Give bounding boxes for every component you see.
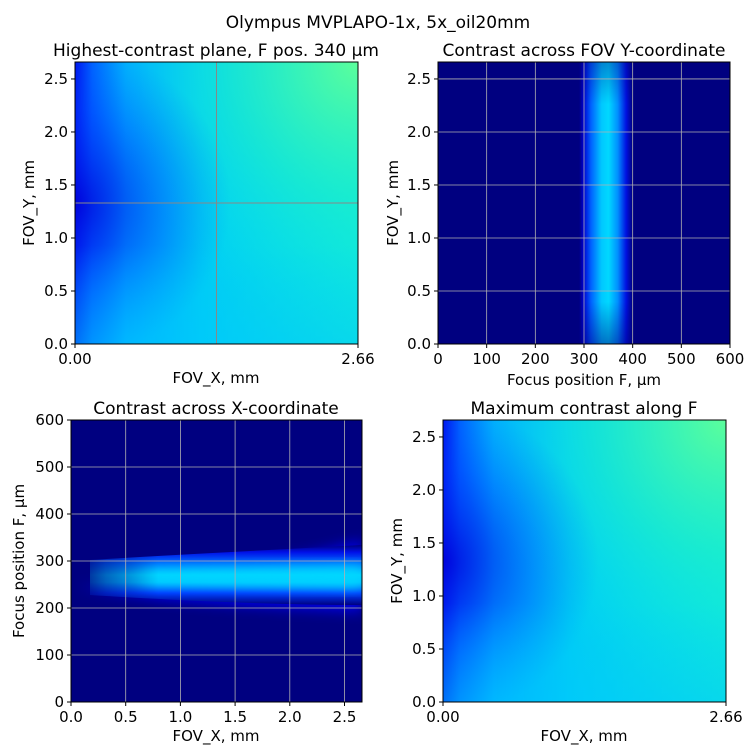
y-tick-label: 1.0 — [412, 587, 436, 605]
x-tick-label: 1.5 — [223, 708, 247, 726]
panel-title: Contrast across FOV Y-coordinate — [442, 41, 725, 61]
x-tick-label: 1.0 — [168, 708, 192, 726]
x-tick-label: 2.66 — [341, 350, 374, 368]
y-tick-label: 300 — [35, 552, 64, 570]
y-tick-label: 0.0 — [412, 693, 436, 711]
x-axis-label: FOV_X, mm — [173, 369, 260, 388]
y-ticks: 0.0 0.5 1.0 1.5 2.0 2.5 — [407, 70, 438, 353]
y-ticks: 0.0 0.5 1.0 1.5 2.0 2.5 — [44, 70, 75, 353]
y-axis-label: FOV_Y, mm — [20, 160, 39, 246]
y-tick-label: 0.0 — [407, 335, 431, 353]
panel-contrast-vs-x: Contrast across X-coordinate 0.0 0.5 1.0 1.… — [10, 399, 363, 746]
x-tick-label: 500 — [667, 350, 696, 368]
y-tick-label: 0.5 — [407, 282, 431, 300]
grid — [438, 62, 730, 344]
y-tick-label: 0.0 — [44, 335, 68, 353]
y-tick-label: 1.0 — [407, 229, 431, 247]
x-tick-label: 0.00 — [426, 708, 459, 726]
x-tick-label: 400 — [618, 350, 647, 368]
x-tick-label: 2.66 — [709, 708, 742, 726]
y-tick-label: 2.5 — [407, 70, 431, 88]
y-axis-label: FOV_Y, mm — [384, 160, 403, 246]
x-axis-label: Focus position F, µm — [507, 371, 661, 389]
y-tick-label: 1.5 — [44, 176, 68, 194]
x-ticks: 0.00 2.66 — [426, 702, 743, 726]
panel-contrast-vs-y: Contrast across FOV Y-coordinate 0 100 200… — [384, 41, 744, 389]
y-tick-label: 2.0 — [412, 481, 436, 499]
x-tick-label: 0.00 — [58, 350, 91, 368]
panel-title: Highest-contrast plane, F pos. 340 µm — [53, 41, 379, 61]
heatmap-image — [443, 420, 726, 702]
y-tick-label: 100 — [35, 646, 64, 664]
x-ticks: 0 100 200 300 400 500 600 — [433, 344, 744, 368]
x-tick-label: 2.5 — [333, 708, 357, 726]
x-tick-label: 300 — [570, 350, 599, 368]
grid — [71, 420, 362, 702]
x-tick-label: 600 — [716, 350, 745, 368]
y-tick-label: 0.5 — [44, 282, 68, 300]
y-tick-label: 1.5 — [412, 534, 436, 552]
figure-suptitle: Olympus MVPLAPO-1x, 5x_oil20mm — [226, 13, 531, 33]
y-tick-label: 400 — [35, 505, 64, 523]
x-ticks: 0.0 0.5 1.0 1.5 2.0 2.5 — [59, 702, 356, 726]
y-tick-label: 2.0 — [44, 123, 68, 141]
panel-max-contrast: Maximum contrast along F 0.00 2.66 0.00.… — [388, 399, 743, 746]
x-tick-label: 2.0 — [278, 708, 302, 726]
y-tick-label: 500 — [35, 458, 64, 476]
y-tick-label: 200 — [35, 599, 64, 617]
axes-frame — [442, 419, 727, 703]
x-tick-label: 0 — [433, 350, 443, 368]
x-tick-label: 0.0 — [59, 708, 83, 726]
x-ticks: 0.00 2.66 — [58, 344, 375, 368]
x-tick-label: 100 — [472, 350, 501, 368]
y-axis-label: Focus position F, µm — [10, 484, 28, 638]
y-tick-label: 1.0 — [44, 229, 68, 247]
y-axis-label: FOV_Y, mm — [388, 518, 407, 604]
x-tick-label: 200 — [521, 350, 550, 368]
axes-frame — [74, 61, 359, 345]
y-tick-label: 0 — [54, 693, 64, 711]
x-tick-label: 0.5 — [114, 708, 138, 726]
y-tick-label: 2.0 — [407, 123, 431, 141]
y-tick-label: 0.5 — [412, 640, 436, 658]
panel-best-focus-plane: Highest-contrast plane, F pos. 340 µm 0.… — [20, 41, 379, 388]
x-axis-label: FOV_X, mm — [541, 727, 628, 746]
y-ticks: 0.0 0.5 1.0 1.5 2.0 2.5 — [412, 428, 443, 711]
panel-title: Contrast across X-coordinate — [93, 399, 339, 419]
y-tick-label: 1.5 — [407, 176, 431, 194]
y-tick-label: 2.5 — [412, 428, 436, 446]
panel-title: Maximum contrast along F — [471, 399, 698, 419]
y-ticks: 0 100 200 300 400 500 600 — [35, 411, 71, 711]
y-tick-label: 600 — [35, 411, 64, 429]
x-axis-label: FOV_X, mm — [173, 727, 260, 746]
y-tick-label: 2.5 — [44, 70, 68, 88]
